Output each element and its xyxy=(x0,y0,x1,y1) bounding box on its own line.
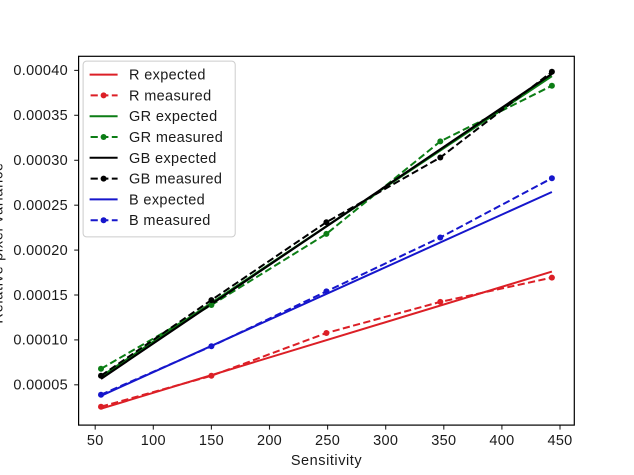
svg-text:0.00020: 0.00020 xyxy=(13,243,68,259)
svg-text:0.00035: 0.00035 xyxy=(13,108,68,124)
svg-text:Sensitivity: Sensitivity xyxy=(291,453,363,469)
svg-text:300: 300 xyxy=(373,433,398,449)
svg-text:GB measured: GB measured xyxy=(129,172,222,188)
svg-text:50: 50 xyxy=(87,433,104,449)
svg-text:400: 400 xyxy=(489,433,514,449)
svg-text:250: 250 xyxy=(315,433,340,449)
svg-text:R measured: R measured xyxy=(129,88,211,104)
svg-text:GR measured: GR measured xyxy=(129,130,223,146)
svg-text:0.00005: 0.00005 xyxy=(13,378,68,394)
svg-text:100: 100 xyxy=(141,433,166,449)
svg-text:0.00015: 0.00015 xyxy=(13,288,68,304)
svg-text:0.00025: 0.00025 xyxy=(13,198,68,214)
svg-text:B expected: B expected xyxy=(129,192,205,208)
svg-text:GB expected: GB expected xyxy=(129,151,217,167)
svg-text:350: 350 xyxy=(431,433,456,449)
svg-text:150: 150 xyxy=(199,433,224,449)
svg-text:0.00010: 0.00010 xyxy=(13,333,68,349)
svg-text:B measured: B measured xyxy=(129,213,211,229)
svg-text:R expected: R expected xyxy=(129,68,206,84)
svg-text:200: 200 xyxy=(257,433,282,449)
svg-text:Relative pixel variance: Relative pixel variance xyxy=(0,162,7,323)
svg-text:0.00030: 0.00030 xyxy=(13,153,68,169)
svg-text:450: 450 xyxy=(547,433,572,449)
svg-text:GR expected: GR expected xyxy=(129,109,217,125)
svg-text:0.00040: 0.00040 xyxy=(13,63,68,79)
